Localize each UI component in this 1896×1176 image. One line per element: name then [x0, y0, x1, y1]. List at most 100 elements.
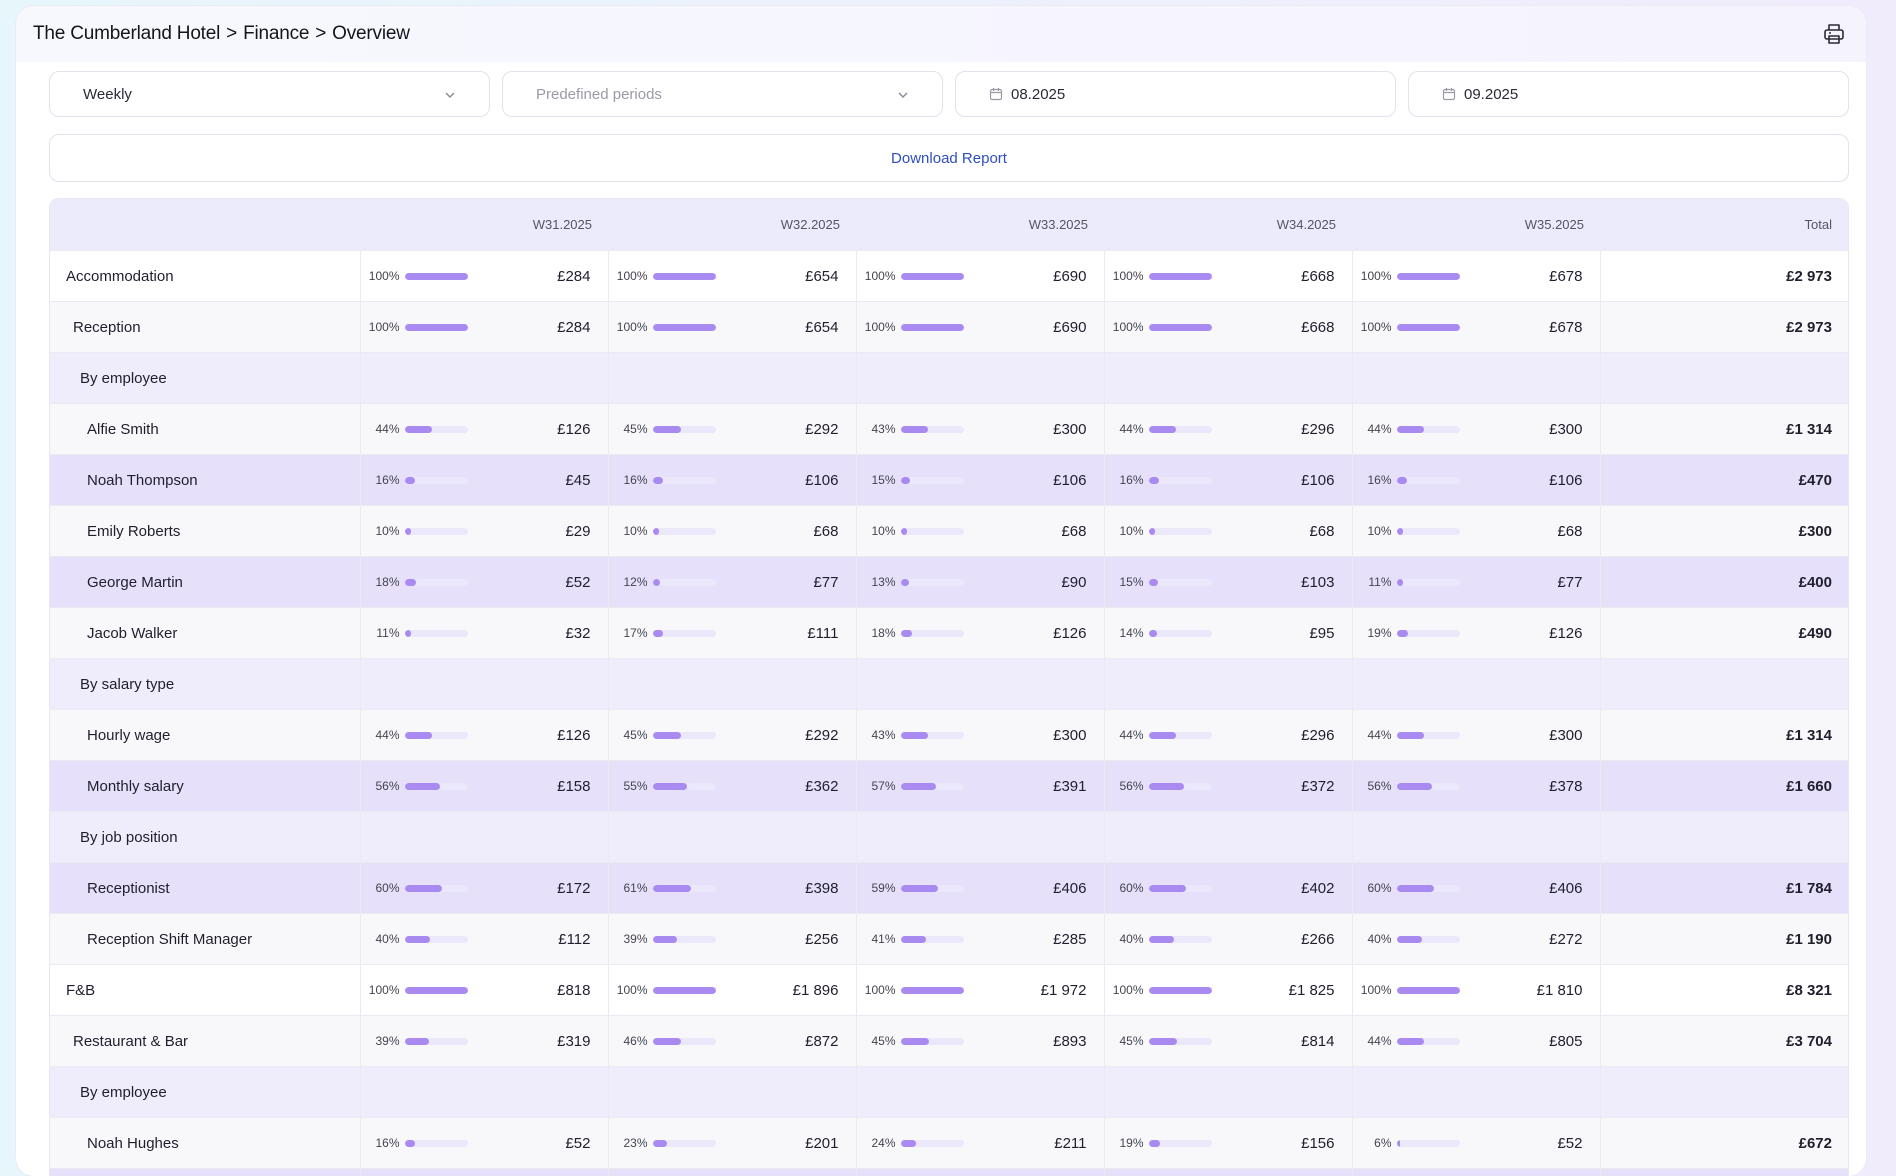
breadcrumb-finance[interactable]: Finance: [243, 23, 309, 45]
percent-bar-fill: [405, 783, 440, 790]
date-from-picker[interactable]: 08.2025: [955, 71, 1396, 117]
header-label-column: [50, 199, 360, 251]
percent-bar-fill: [653, 936, 678, 943]
percent-bar: [653, 426, 716, 433]
value-cell: [1104, 812, 1352, 863]
percent-bar: [1149, 273, 1212, 280]
percent-value: 56%: [366, 779, 400, 793]
amount-value: £68: [1061, 523, 1086, 540]
row-label: Emily Roberts: [50, 506, 360, 557]
percent-bar-fill: [1397, 528, 1403, 535]
print-button[interactable]: [1820, 20, 1848, 48]
amount-value: £156: [1301, 1135, 1334, 1152]
percent-bar: [653, 273, 716, 280]
percent-value: 40%: [1110, 932, 1144, 946]
percent-bar-fill: [901, 732, 928, 739]
percent-value: 61%: [614, 881, 648, 895]
date-to-picker[interactable]: 09.2025: [1408, 71, 1849, 117]
value-cell: 100%£818: [360, 965, 608, 1016]
percent-value: 11%: [366, 626, 400, 640]
percent-value: 45%: [862, 1034, 896, 1048]
percent-bar: [653, 885, 716, 892]
predefined-periods-select[interactable]: Predefined periods: [502, 71, 943, 117]
percent-bar: [405, 1038, 468, 1045]
percent-bar: [405, 783, 468, 790]
download-report-button[interactable]: Download Report: [49, 134, 1849, 182]
percent-value: 10%: [366, 524, 400, 538]
amount-value: £106: [1053, 472, 1086, 489]
percent-bar: [1149, 987, 1212, 994]
amount-value: £126: [557, 421, 590, 438]
value-cell: 100%£1 825: [1104, 965, 1352, 1016]
percent-bar-fill: [1149, 426, 1177, 433]
percent-value: 15%: [862, 473, 896, 487]
predefined-periods-placeholder: Predefined periods: [536, 86, 662, 103]
period-type-select[interactable]: Weekly: [49, 71, 490, 117]
value-cell: 100%£690: [856, 302, 1104, 353]
row-total: £300: [1600, 506, 1848, 557]
percent-bar-fill: [1397, 477, 1407, 484]
percent-bar: [901, 426, 964, 433]
value-cell: 10%£29: [360, 506, 608, 557]
percent-value: 100%: [1110, 269, 1144, 283]
percent-bar-fill: [653, 426, 681, 433]
value-cell: 45%£814: [1104, 1016, 1352, 1067]
percent-value: 100%: [862, 983, 896, 997]
amount-value: £1 896: [793, 982, 839, 999]
percent-bar-fill: [1149, 324, 1212, 331]
percent-bar-fill: [653, 987, 716, 994]
percent-bar-fill: [901, 936, 927, 943]
row-total: £1 660: [1600, 761, 1848, 812]
percent-value: 10%: [1358, 524, 1392, 538]
row-label: By job position: [50, 812, 360, 863]
percent-bar: [405, 987, 468, 994]
row-total: £3 704: [1600, 1016, 1848, 1067]
value-cell: 12%£77: [608, 557, 856, 608]
row-label: Noah Thompson: [50, 455, 360, 506]
percent-bar: [405, 732, 468, 739]
value-cell: 100%£1 896: [608, 965, 856, 1016]
row-label: Reception: [50, 302, 360, 353]
value-cell: 60%£406: [1352, 863, 1600, 914]
row-label: Hourly wage: [50, 710, 360, 761]
amount-value: £872: [805, 1033, 838, 1050]
value-cell: 39%£256: [608, 914, 856, 965]
row-label: Jacob Walker: [50, 608, 360, 659]
amount-value: £319: [557, 1033, 590, 1050]
amount-value: £95: [1309, 625, 1334, 642]
percent-bar: [901, 273, 964, 280]
percent-bar: [405, 273, 468, 280]
table-group-row: By employee: [50, 1067, 1848, 1118]
value-cell: 14%£125: [856, 1169, 1104, 1176]
percent-bar-fill: [405, 324, 468, 331]
amount-value: £32: [565, 625, 590, 642]
percent-value: 14%: [1110, 626, 1144, 640]
percent-bar-fill: [1397, 324, 1460, 331]
breadcrumb-overview: Overview: [332, 23, 410, 45]
value-cell: 14% £95: [1104, 608, 1352, 659]
percent-bar-fill: [1149, 783, 1184, 790]
percent-bar: [1397, 579, 1460, 586]
percent-bar-fill: [1149, 987, 1212, 994]
value-cell: 56%£158: [360, 761, 608, 812]
value-cell: 44%£805: [1352, 1016, 1600, 1067]
percent-bar-fill: [1397, 1038, 1425, 1045]
percent-bar-fill: [901, 426, 928, 433]
percent-bar: [653, 987, 716, 994]
period-type-value: Weekly: [83, 86, 132, 103]
percent-bar: [653, 630, 716, 637]
breadcrumb-hotel[interactable]: The Cumberland Hotel: [33, 23, 220, 45]
percent-bar-fill: [1397, 579, 1404, 586]
percent-value: 60%: [1358, 881, 1392, 895]
percent-bar: [405, 477, 468, 484]
amount-value: £300: [1053, 421, 1086, 438]
percent-bar-fill: [653, 528, 659, 535]
percent-bar-fill: [1397, 885, 1435, 892]
percent-value: 10%: [862, 524, 896, 538]
value-cell: 6%£52: [1352, 1118, 1600, 1169]
value-cell: [1352, 1067, 1600, 1118]
